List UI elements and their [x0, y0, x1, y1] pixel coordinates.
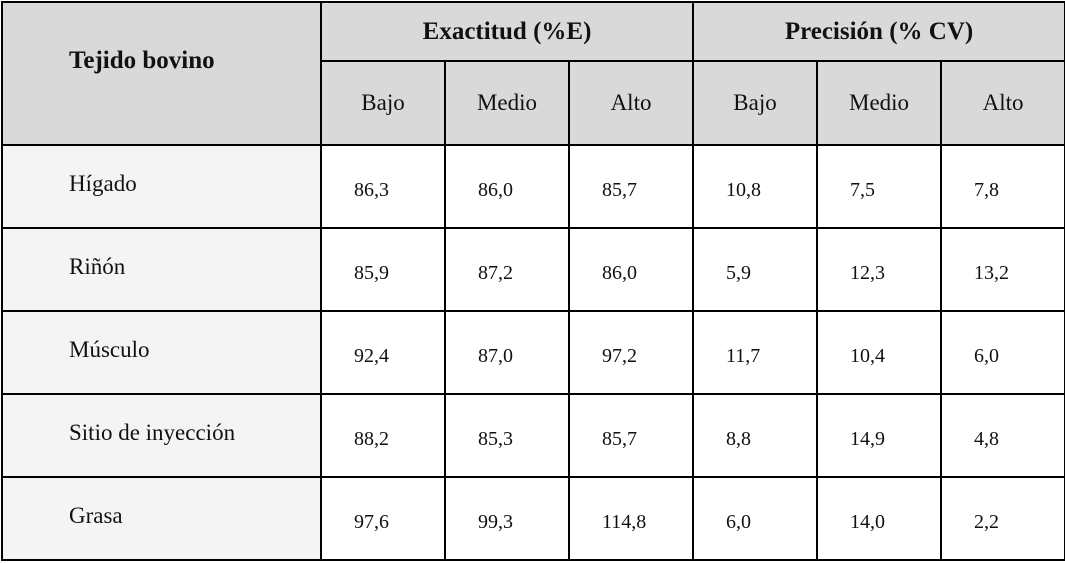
cell-value: 5,9: [692, 227, 819, 312]
cell-value: 87,2: [444, 227, 570, 312]
cell-value: 114,8: [567, 476, 695, 561]
cell-value: 88,2: [320, 393, 446, 478]
cell-value: 99,3: [444, 476, 570, 561]
group-header: Exactitud (%E): [319, 1, 695, 62]
cell-value: 10,8: [692, 144, 819, 229]
row-label: Grasa: [1, 476, 322, 561]
row-label-header: Tejido bovino: [1, 1, 322, 146]
table-row: Grasa 97,6 99,3 114,8 6,0 14,0 2,2: [1, 476, 1065, 561]
cell-value: 86,0: [444, 144, 570, 229]
cell-value: 86,0: [567, 227, 695, 312]
cell-value: 4,8: [940, 393, 1065, 478]
subheader: Alto: [567, 60, 695, 146]
group-row: Tejido bovino Exactitud (%E) Precisión (…: [1, 1, 1065, 146]
row-label: Hígado: [1, 144, 322, 229]
cell-value: 85,7: [567, 144, 695, 229]
cell-value: 92,4: [320, 310, 446, 395]
subheader: Bajo: [320, 60, 446, 146]
cell-value: 13,2: [940, 227, 1065, 312]
cell-value: 6,0: [940, 310, 1065, 395]
table-row: Hígado 86,3 86,0 85,7 10,8 7,5 7,8: [1, 144, 1065, 229]
group-header: Precisión (% CV): [692, 1, 1065, 62]
cell-value: 2,2: [940, 476, 1065, 561]
subheader: Bajo: [692, 60, 819, 146]
cell-value: 85,9: [320, 227, 446, 312]
row-label: Riñón: [1, 227, 322, 312]
cell-value: 86,3: [320, 144, 446, 229]
subheader: Alto: [940, 60, 1065, 146]
subheader-row: Bajo Medio Alto Bajo Medio Alto: [2, 60, 1065, 146]
cell-value: 12,3: [816, 227, 943, 312]
subheader: Medio: [444, 60, 570, 146]
cell-value: 97,6: [320, 476, 446, 561]
subheader: Medio: [816, 60, 943, 146]
cell-value: 14,0: [816, 476, 943, 561]
row-label: Sitio de inyección: [1, 393, 322, 478]
cell-value: 7,8: [940, 144, 1065, 229]
cell-value: 6,0: [692, 476, 819, 561]
cell-value: 97,2: [567, 310, 695, 395]
cell-value: 87,0: [444, 310, 570, 395]
table-row: Músculo 92,4 87,0 97,2 11,7 10,4 6,0: [1, 310, 1065, 395]
cell-value: 10,4: [816, 310, 943, 395]
table-row: Sitio de inyección 88,2 85,3 85,7 8,8 14,9 4,8: [1, 393, 1065, 478]
row-label: Músculo: [1, 310, 322, 395]
table-row: Riñón 85,9 87,2 86,0 5,9 12,3 13,2: [1, 227, 1065, 312]
cell-value: 14,9: [816, 393, 943, 478]
table-body: Hígado 86,3 86,0 85,7 10,8 7,5 7,8 Riñón 85,9 87,…: [1, 144, 1065, 561]
cell-value: 7,5: [816, 144, 943, 229]
cell-value: 85,7: [567, 393, 695, 478]
cell-value: 8,8: [692, 393, 819, 478]
cell-value: 85,3: [444, 393, 570, 478]
table-head: Tejido bovino Exactitud (%E) Precisión (…: [1, 1, 1065, 146]
cell-value: 11,7: [692, 310, 819, 395]
